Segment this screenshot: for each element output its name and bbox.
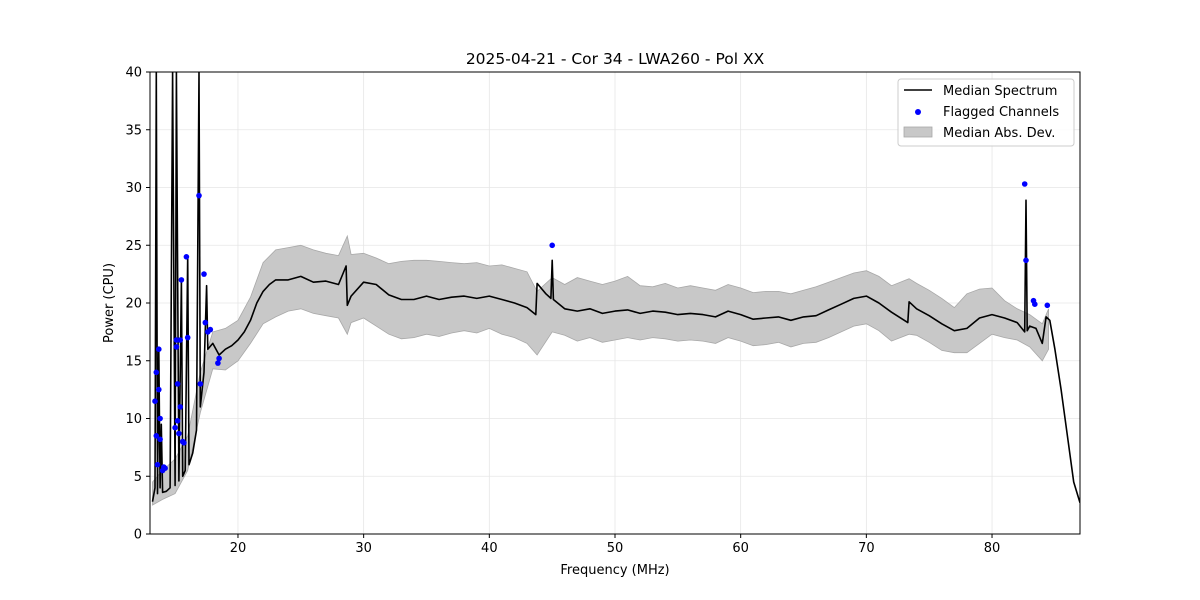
flagged-channel-point [197, 381, 204, 387]
y-tick-label: 0 [134, 528, 142, 543]
flagged-channel-point [183, 253, 190, 260]
y-tick-label: 25 [125, 239, 142, 254]
flagged-channel-point [215, 360, 221, 366]
flagged-channel-point [207, 326, 214, 333]
flagged-channel-point [152, 398, 158, 405]
flagged-channel-markers [152, 181, 1051, 474]
flagged-channel-point [162, 465, 168, 472]
legend-band-swatch [903, 126, 933, 138]
flagged-channel-point [184, 334, 191, 341]
flagged-channel-point [1032, 301, 1038, 308]
x-tick-label: 70 [858, 541, 875, 556]
y-axis-ticks: 0 5 10 15 20 25 30 35 40 [125, 66, 150, 543]
y-tick-label: 20 [125, 297, 142, 312]
flagged-channel-point [153, 433, 160, 439]
flagged-channel-point [216, 355, 222, 362]
flagged-channel-point [176, 430, 182, 437]
flagged-channel-point [1021, 181, 1028, 187]
flagged-channel-point [153, 369, 160, 376]
flagged-channel-point [177, 404, 183, 410]
x-axis-ticks: 20 30 40 50 60 70 80 [230, 534, 1001, 556]
y-axis-label: Power (CPU) [102, 263, 117, 343]
flagged-channel-point [1023, 257, 1029, 264]
median-abs-dev-band [152, 234, 1049, 506]
flagged-channel-point [157, 436, 163, 443]
legend-label-median-spectrum: Median Spectrum [943, 84, 1057, 99]
legend: Median Spectrum Flagged Channels Median … [897, 78, 1075, 147]
flagged-channel-point [156, 386, 162, 393]
legend-marker-swatch [915, 109, 921, 115]
chart-title: 2025-04-21 - Cor 34 - LWA260 - Pol XX [466, 50, 765, 68]
y-tick-label: 5 [134, 470, 142, 485]
flagged-channel-point [201, 271, 207, 277]
flagged-channel-point [202, 319, 209, 326]
x-tick-label: 60 [732, 541, 749, 556]
y-tick-label: 35 [125, 123, 142, 138]
flagged-channel-point [181, 440, 187, 446]
y-tick-label: 10 [125, 412, 142, 427]
flagged-channel-point [174, 418, 181, 424]
flagged-channel-point [177, 337, 183, 343]
x-tick-label: 50 [607, 541, 624, 556]
flagged-channel-point [1044, 302, 1051, 309]
x-tick-label: 40 [481, 541, 498, 556]
flagged-channel-point [178, 277, 185, 283]
flagged-channel-point [173, 344, 180, 350]
flagged-channel-point [154, 461, 161, 468]
y-tick-label: 15 [125, 354, 142, 369]
y-tick-label: 40 [125, 66, 142, 81]
legend-box [897, 78, 1075, 147]
legend-label-median-abs-dev: Median Abs. Dev. [943, 126, 1055, 141]
flagged-channel-point [549, 242, 555, 249]
x-axis-label: Frequency (MHz) [560, 563, 669, 578]
flagged-channel-point [156, 346, 162, 353]
legend-label-flagged-channels: Flagged Channels [943, 105, 1059, 120]
x-tick-label: 20 [230, 541, 247, 556]
x-tick-label: 30 [355, 541, 372, 556]
y-tick-label: 30 [125, 181, 142, 196]
flagged-channel-point [157, 415, 163, 422]
median-spectrum-line [151, 72, 1080, 504]
x-tick-label: 80 [984, 541, 1001, 556]
flagged-channel-point [172, 424, 178, 431]
flagged-channel-point [174, 381, 181, 387]
flagged-channel-point [196, 192, 202, 199]
